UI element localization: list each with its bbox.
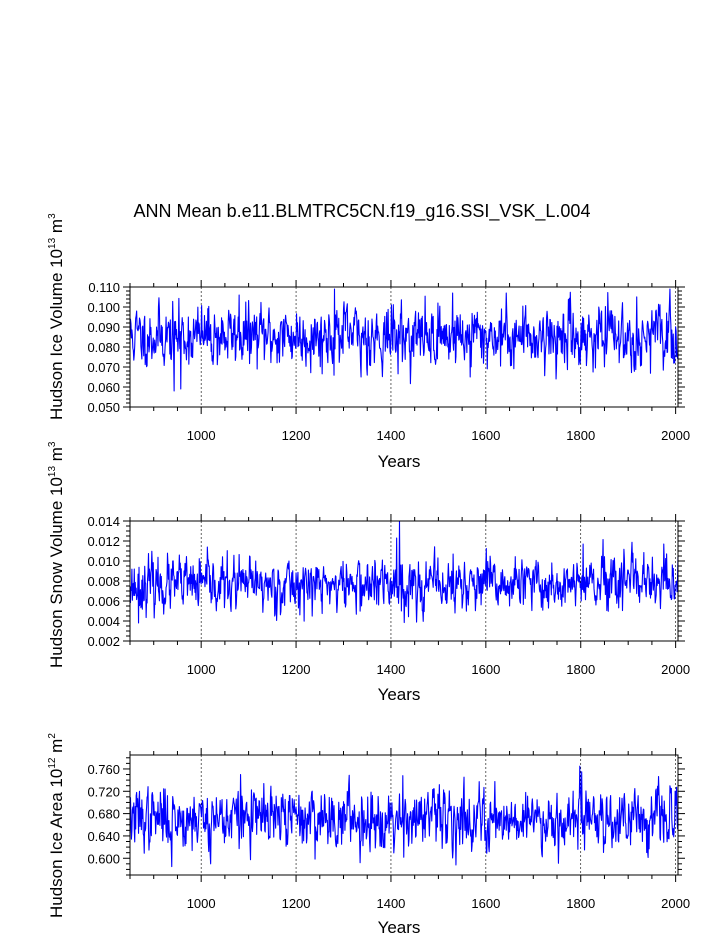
- ice-volume-ytick-label-2: 0.070: [87, 360, 120, 375]
- ice-volume-ytick-label-3: 0.080: [87, 340, 120, 355]
- chart-main-title: ANN Mean b.e11.BLMTRC5CN.f19_g16.SSI_VSK…: [134, 201, 591, 222]
- ice-area-ytick-label-4: 0.760: [87, 762, 120, 777]
- ice-volume-xtick-label-1200: 1200: [282, 428, 311, 443]
- ice-area-ytick-label-1: 0.640: [87, 829, 120, 844]
- snow-volume-ytick-label-3: 0.008: [87, 574, 120, 589]
- ice-volume-ytick-label-5: 0.100: [87, 300, 120, 315]
- ice-area-xtick-label-1600: 1600: [471, 896, 500, 911]
- panel-ice-volume: Hudson Ice Volume 1013 m3 Years 1000 1200…: [47, 213, 690, 471]
- ice-volume-ytick-label-6: 0.110: [88, 280, 120, 295]
- ice-area-ytick-label-2: 0.680: [87, 807, 120, 822]
- snow-volume-ytick-label-2: 0.006: [87, 594, 120, 609]
- ice-area-xtick-label-1400: 1400: [376, 896, 405, 911]
- ice-area-ytick-label-3: 0.720: [87, 784, 120, 799]
- snow-volume-xtick-label-2000: 2000: [661, 662, 690, 677]
- snow-volume-xtick-label-1000: 1000: [187, 662, 216, 677]
- ice-volume-series-line: [129, 288, 679, 392]
- ice-area-ytick-label-0: 0.600: [87, 851, 120, 866]
- snow-volume-xtick-label-1200: 1200: [282, 662, 311, 677]
- ice-area-xtick-label-1200: 1200: [282, 896, 311, 911]
- snow-volume-xtick-label-1400: 1400: [376, 662, 405, 677]
- ice-volume-xtick-label-1000: 1000: [187, 428, 216, 443]
- ice-area-xtick-label-1000: 1000: [187, 896, 216, 911]
- ice-volume-xtick-label-2000: 2000: [661, 428, 690, 443]
- panel-ice-area-ylabel: Hudson Ice Area 1012 m2: [47, 733, 66, 918]
- snow-volume-ytick-label-4: 0.010: [87, 554, 120, 569]
- snow-volume-series-line: [129, 520, 679, 624]
- panel-snow-volume-xlabel: Years: [378, 685, 421, 704]
- snow-volume-ytick-label-1: 0.004: [87, 614, 120, 629]
- ice-area-series-line: [129, 765, 679, 868]
- panel-ice-area-xlabel: Years: [378, 918, 421, 935]
- ice-volume-xtick-label-1600: 1600: [471, 428, 500, 443]
- snow-volume-xtick-label-1800: 1800: [566, 662, 595, 677]
- snow-volume-xtick-label-1600: 1600: [471, 662, 500, 677]
- panel-snow-volume: Hudson Snow Volume 1013 m3 Years 1000 120…: [47, 441, 690, 704]
- snow-volume-ytick-label-0: 0.002: [87, 634, 120, 649]
- ice-volume-xtick-label-1400: 1400: [376, 428, 405, 443]
- panel-ice-volume-xlabel: Years: [378, 452, 421, 471]
- panel-ice-volume-ylabel: Hudson Ice Volume 1013 m3: [47, 213, 66, 420]
- ice-area-xtick-label-1800: 1800: [566, 896, 595, 911]
- ice-volume-xtick-label-1800: 1800: [566, 428, 595, 443]
- ice-area-xtick-label-2000: 2000: [661, 896, 690, 911]
- panel-ice-area: Hudson Ice Area 1012 m2 Years 1000 1200 14…: [47, 733, 690, 935]
- ice-volume-ytick-label-1: 0.060: [87, 380, 120, 395]
- ice-volume-ytick-label-0: 0.050: [87, 400, 120, 415]
- panel-snow-volume-ylabel: Hudson Snow Volume 1013 m3: [47, 441, 66, 668]
- ice-area-plot-frame: [129, 754, 679, 876]
- snow-volume-ytick-label-6: 0.014: [87, 514, 120, 529]
- snow-volume-ytick-label-5: 0.012: [87, 534, 120, 549]
- ice-volume-ytick-label-4: 0.090: [87, 320, 120, 335]
